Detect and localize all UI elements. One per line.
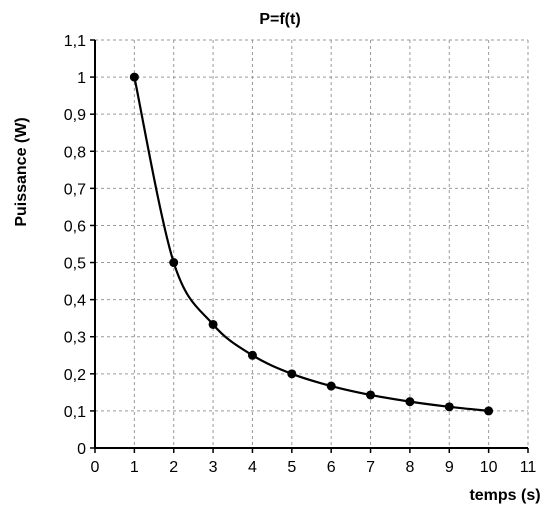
- y-tick-label: 0,2: [64, 367, 86, 384]
- y-tick-label: 0,1: [64, 404, 86, 421]
- y-axis-title: Puissance (W): [13, 117, 30, 226]
- x-tick-label: 4: [248, 459, 257, 476]
- y-tick-label: 0,3: [64, 330, 86, 347]
- y-tick-label: 0,5: [64, 256, 86, 273]
- y-tick-label: 0,7: [64, 181, 86, 198]
- series: [129, 72, 494, 416]
- x-tick-label: 7: [366, 459, 375, 476]
- y-tick-label: 0,6: [64, 218, 86, 235]
- y-tick-label: 0: [77, 441, 86, 458]
- x-tick-label: 9: [445, 459, 454, 476]
- chart-title: P=f(t): [259, 11, 300, 28]
- x-tick-label: 3: [209, 459, 218, 476]
- x-tick-label: 6: [327, 459, 336, 476]
- data-point: [247, 350, 257, 360]
- x-axis-title: temps (s): [469, 487, 540, 504]
- tick-labels: 0 1 2 3 4 5 6 7 8 9 10 11 0 0,1 0,2 0,3 0,4 0,5 0,6 0,7 0,8 0…: [64, 33, 537, 476]
- data-point: [444, 402, 454, 412]
- grid: [95, 39, 529, 448]
- data-point: [129, 72, 139, 82]
- data-point: [405, 397, 415, 407]
- y-tick-label: 0,8: [64, 144, 86, 161]
- data-point: [169, 258, 179, 268]
- x-tick-label: 10: [480, 459, 498, 476]
- axes: [90, 39, 529, 453]
- x-tick-label: 8: [405, 459, 414, 476]
- x-tick-label: 11: [520, 459, 537, 476]
- x-tick-label: 0: [91, 459, 100, 476]
- y-tick-label: 0,9: [64, 107, 86, 124]
- data-point: [287, 369, 297, 379]
- data-point: [366, 390, 376, 400]
- x-tick-label: 2: [169, 459, 178, 476]
- y-tick-label: 1,1: [64, 33, 86, 50]
- data-point: [484, 406, 494, 416]
- y-tick-label: 0,4: [64, 293, 86, 310]
- x-tick-label: 5: [287, 459, 296, 476]
- y-tick-label: 1: [77, 70, 86, 87]
- data-point: [326, 381, 336, 391]
- series-line: [133, 76, 489, 413]
- x-tick-label: 1: [130, 459, 139, 476]
- data-point: [208, 319, 218, 329]
